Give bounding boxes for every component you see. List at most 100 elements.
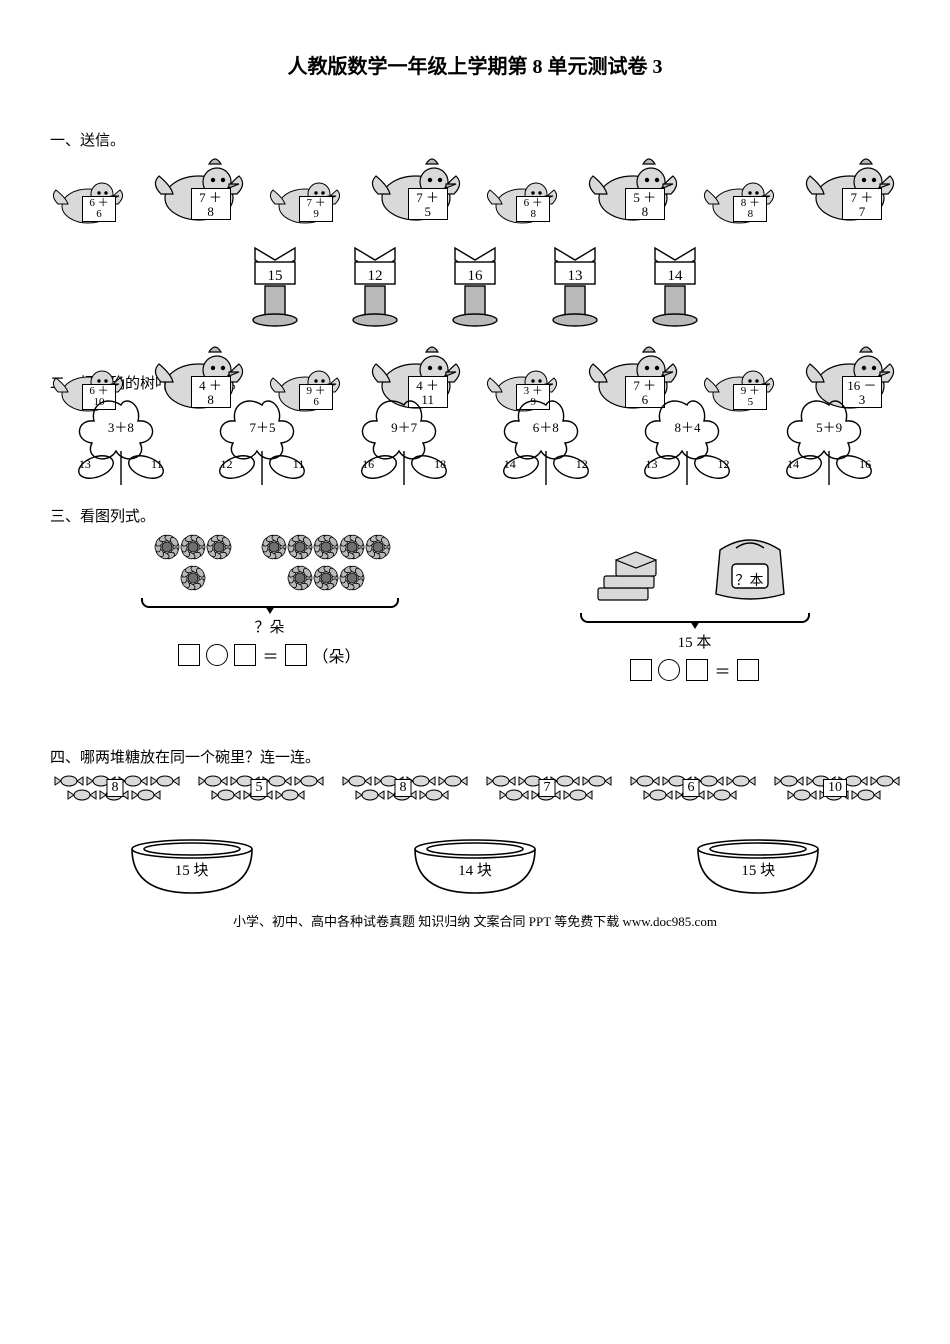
q4-candies-row: 8 xyxy=(50,771,900,807)
page-footer: 小学、初中、高中各种试卷真题 知识归纳 文案合同 PPT 等免费下载 www.d… xyxy=(50,911,900,930)
blank-box[interactable] xyxy=(178,644,200,666)
mailbox: 16 xyxy=(443,240,507,330)
section-1-heading: 一、送信。 xyxy=(50,129,900,150)
books-stack xyxy=(592,548,672,611)
blank-box[interactable] xyxy=(234,644,256,666)
mailbox: 12 xyxy=(343,240,407,330)
bird-expression: 7 ＋8 xyxy=(191,188,231,220)
flower-item: 8＋4 13 12 xyxy=(632,397,742,489)
sunflower-group-b xyxy=(261,534,391,596)
candy-count: 6 xyxy=(683,779,700,797)
flower-expression: 7＋5 xyxy=(207,417,317,436)
flower-expression: 5＋9 xyxy=(774,417,884,436)
blank-op[interactable] xyxy=(206,644,228,666)
blank-box[interactable] xyxy=(686,659,708,681)
flower-item: 3＋8 13 11 xyxy=(66,397,176,489)
bird-expression: 6 ＋8 xyxy=(516,196,550,222)
bird-card: 7 ＋8 xyxy=(149,154,249,232)
flower-leaf-right[interactable]: 16 xyxy=(850,457,880,472)
flower-item: 7＋5 12 11 xyxy=(207,397,317,489)
q3-row: ？朵 ＝ （朵） xyxy=(50,534,900,686)
candy-count: 8 xyxy=(395,779,412,797)
bird-card: 7 ＋5 xyxy=(366,154,466,232)
bowl-label: 14 块 xyxy=(395,859,555,880)
flower-expression: 9＋7 xyxy=(349,417,459,436)
flower-expression: 8＋4 xyxy=(632,417,742,436)
bird-expression: 5 ＋8 xyxy=(625,188,665,220)
mailbox-number: 16 xyxy=(443,268,507,285)
flower-expression: 3＋8 xyxy=(66,417,176,436)
candy-pile[interactable]: 8 xyxy=(338,771,468,807)
blank-box[interactable] xyxy=(285,644,307,666)
flower-leaf-left[interactable]: 12 xyxy=(211,457,241,472)
flower-leaf-right[interactable]: 11 xyxy=(142,457,172,472)
q1-mailboxes-row: 15 12 16 13 14 xyxy=(50,240,900,330)
sunflower-group-a xyxy=(149,534,237,596)
flower-leaf-left[interactable]: 14 xyxy=(778,457,808,472)
bowl[interactable]: 15 块 xyxy=(112,837,272,901)
flower-leaf-left[interactable]: 14 xyxy=(495,457,525,472)
unit-label: （朵） xyxy=(313,643,361,667)
candy-count: 7 xyxy=(539,779,556,797)
mailbox: 14 xyxy=(643,240,707,330)
flower-item: 5＋9 14 16 xyxy=(774,397,884,489)
section-3-heading: 三、看图列式。 xyxy=(50,505,900,526)
bird-card: 7 ＋9 xyxy=(267,172,345,232)
bowl[interactable]: 15 块 xyxy=(678,837,838,901)
mailbox-number: 15 xyxy=(243,268,307,285)
bowl[interactable]: 14 块 xyxy=(395,837,555,901)
flower-leaf-right[interactable]: 11 xyxy=(283,457,313,472)
bird-card: 8 ＋8 xyxy=(701,172,779,232)
q4-bowls-row: 15 块 14 块 15 块 xyxy=(50,837,900,901)
bowl-label: 15 块 xyxy=(678,859,838,880)
q1-birds-row-1: 6 ＋6 7 ＋8 7 ＋9 xyxy=(50,154,900,232)
candy-count: 8 xyxy=(107,779,124,797)
flower-leaf-left[interactable]: 16 xyxy=(353,457,383,472)
equals-sign: ＝ xyxy=(262,643,278,667)
flower-leaf-left[interactable]: 13 xyxy=(636,457,666,472)
blank-op[interactable] xyxy=(658,659,680,681)
candy-pile[interactable]: 5 xyxy=(194,771,324,807)
candy-pile[interactable]: 10 xyxy=(770,771,900,807)
candy-count: 5 xyxy=(251,779,268,797)
mailbox-number: 14 xyxy=(643,268,707,285)
bird-card: 6 ＋8 xyxy=(484,172,562,232)
flower-item: 9＋7 16 18 xyxy=(349,397,459,489)
backpack: ？本 xyxy=(702,534,798,611)
bowl-label: 15 块 xyxy=(112,859,272,880)
q3-right-group: ？本 15 本 ＝ xyxy=(580,534,810,686)
section-4-heading: 四、哪两堆糖放在同一个碗里？连一连。 xyxy=(50,746,900,767)
flower-leaf-right[interactable]: 12 xyxy=(567,457,597,472)
mailbox: 15 xyxy=(243,240,307,330)
bird-expression: 7 ＋9 xyxy=(299,196,333,222)
q3-backpack-label: ？本 xyxy=(702,570,798,590)
bird-card: 7 ＋7 xyxy=(800,154,900,232)
mailbox-number: 13 xyxy=(543,268,607,285)
flower-item: 6＋8 14 12 xyxy=(491,397,601,489)
bird-expression: 6 ＋6 xyxy=(82,196,116,222)
flower-leaf-right[interactable]: 18 xyxy=(425,457,455,472)
q3-right-total-label: 15 本 xyxy=(580,631,810,652)
flower-leaf-right[interactable]: 12 xyxy=(708,457,738,472)
flower-leaf-left[interactable]: 13 xyxy=(70,457,100,472)
q3-left-group: ？朵 ＝ （朵） xyxy=(141,534,399,671)
mailbox: 13 xyxy=(543,240,607,330)
page-title: 人教版数学一年级上学期第 8 单元测试卷 3 xyxy=(50,50,900,79)
q3-left-total-label: ？朵 xyxy=(141,616,399,637)
q3-right-equation: ＝ xyxy=(630,658,758,682)
q3-left-equation: ＝ （朵） xyxy=(178,643,360,667)
flower-expression: 6＋8 xyxy=(491,417,601,436)
bird-card: 5 ＋8 xyxy=(583,154,683,232)
mailbox-number: 12 xyxy=(343,268,407,285)
bird-expression: 7 ＋5 xyxy=(408,188,448,220)
candy-pile[interactable]: 8 xyxy=(50,771,180,807)
bird-card: 6 ＋6 xyxy=(50,172,128,232)
candy-count: 10 xyxy=(823,779,847,797)
blank-box[interactable] xyxy=(737,659,759,681)
blank-box[interactable] xyxy=(630,659,652,681)
bird-expression: 8 ＋8 xyxy=(733,196,767,222)
equals-sign: ＝ xyxy=(714,658,730,682)
bird-expression: 7 ＋7 xyxy=(842,188,882,220)
candy-pile[interactable]: 7 xyxy=(482,771,612,807)
candy-pile[interactable]: 6 xyxy=(626,771,756,807)
